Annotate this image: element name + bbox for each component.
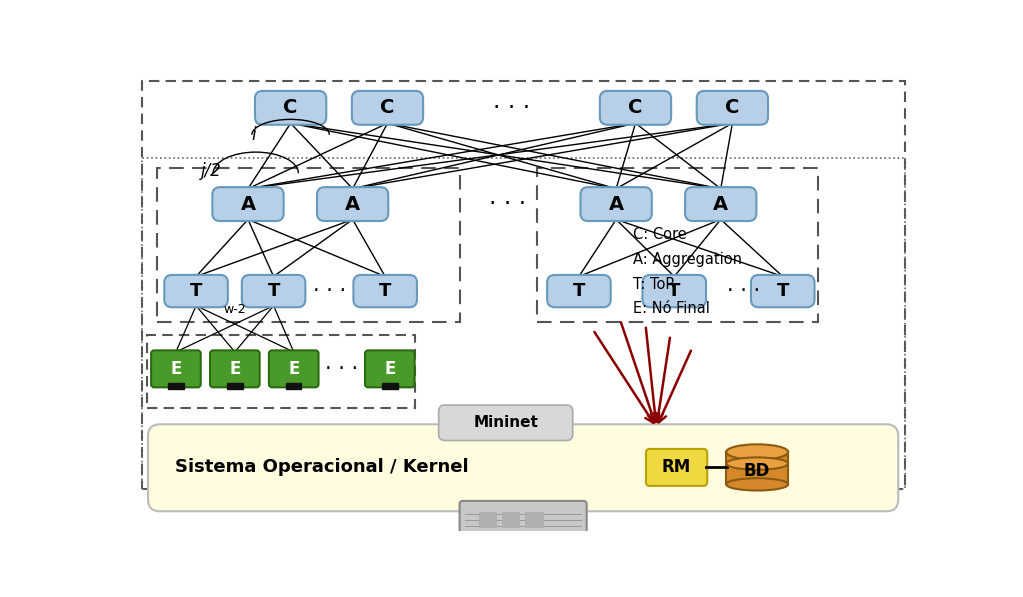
Text: E: E	[229, 360, 240, 378]
FancyBboxPatch shape	[269, 350, 318, 387]
FancyBboxPatch shape	[255, 91, 326, 125]
Text: E: E	[288, 360, 300, 378]
Text: BD: BD	[744, 462, 770, 480]
Text: · · ·: · · ·	[727, 281, 760, 301]
FancyBboxPatch shape	[365, 350, 414, 387]
Bar	[726, 452, 788, 484]
Text: · · ·: · · ·	[489, 192, 526, 216]
FancyBboxPatch shape	[151, 350, 201, 387]
Text: C: C	[725, 99, 740, 118]
Text: i: i	[251, 126, 256, 144]
Text: j/2: j/2	[202, 162, 222, 180]
FancyBboxPatch shape	[751, 275, 814, 307]
FancyBboxPatch shape	[599, 91, 671, 125]
Text: · · ·: · · ·	[325, 359, 358, 379]
Text: E: E	[385, 360, 396, 378]
Text: C: C	[381, 99, 395, 118]
Text: T: T	[668, 282, 680, 300]
Text: C: C	[283, 99, 298, 118]
Text: T: T	[776, 282, 789, 300]
Text: A: A	[609, 195, 624, 214]
FancyBboxPatch shape	[439, 405, 573, 441]
Bar	[158, 168, 459, 322]
FancyBboxPatch shape	[642, 275, 706, 307]
Text: T: T	[267, 282, 279, 300]
Text: C: C	[628, 99, 642, 118]
FancyBboxPatch shape	[547, 275, 611, 307]
FancyBboxPatch shape	[241, 275, 305, 307]
Text: · · ·: · · ·	[493, 96, 530, 120]
FancyBboxPatch shape	[213, 187, 283, 221]
Bar	[537, 168, 817, 322]
FancyBboxPatch shape	[697, 91, 768, 125]
Ellipse shape	[726, 457, 788, 470]
Text: E: E	[170, 360, 182, 378]
FancyBboxPatch shape	[646, 449, 707, 486]
Ellipse shape	[726, 478, 788, 491]
FancyBboxPatch shape	[685, 187, 756, 221]
Text: E: Nó Final: E: Nó Final	[633, 301, 710, 316]
Bar	[286, 383, 302, 389]
FancyBboxPatch shape	[165, 275, 228, 307]
Bar	[227, 383, 242, 389]
Bar	[382, 383, 398, 389]
Text: A: A	[713, 195, 728, 214]
Bar	[502, 512, 520, 528]
FancyBboxPatch shape	[317, 187, 389, 221]
Text: T: T	[190, 282, 203, 300]
Ellipse shape	[726, 444, 788, 460]
Text: · · ·: · · ·	[313, 281, 346, 301]
Bar	[142, 81, 905, 489]
Text: Sistema Operacional / Kernel: Sistema Operacional / Kernel	[175, 458, 469, 476]
FancyBboxPatch shape	[580, 187, 652, 221]
Bar	[142, 158, 905, 489]
Text: T: ToR: T: ToR	[633, 276, 675, 292]
FancyBboxPatch shape	[148, 424, 898, 511]
FancyBboxPatch shape	[352, 91, 424, 125]
Text: Mininet: Mininet	[474, 416, 538, 430]
Text: C: Core: C: Core	[633, 227, 686, 242]
Bar	[526, 512, 542, 528]
Bar	[479, 512, 496, 528]
Text: RM: RM	[662, 458, 692, 476]
FancyBboxPatch shape	[210, 350, 260, 387]
FancyBboxPatch shape	[353, 275, 417, 307]
Text: A: A	[345, 195, 360, 214]
Text: w-2: w-2	[223, 303, 247, 316]
Text: A: Aggregation: A: Aggregation	[633, 252, 742, 267]
Text: A: A	[240, 195, 256, 214]
FancyBboxPatch shape	[459, 501, 586, 538]
Text: T: T	[573, 282, 585, 300]
Bar	[168, 383, 184, 389]
Bar	[147, 335, 414, 408]
Text: T: T	[379, 282, 392, 300]
